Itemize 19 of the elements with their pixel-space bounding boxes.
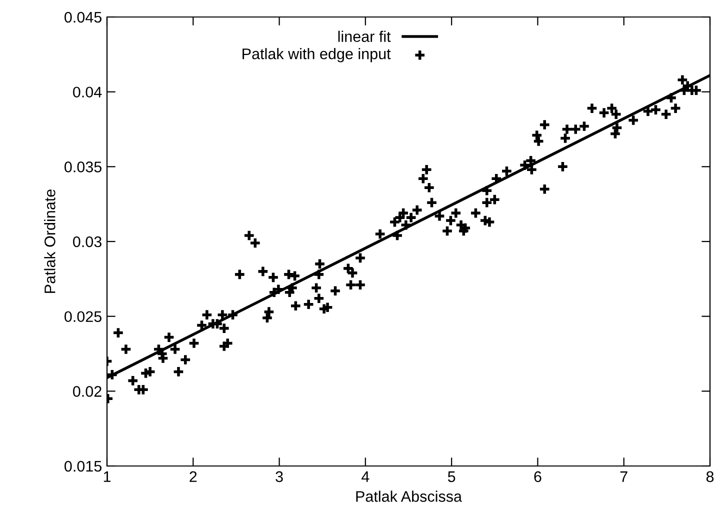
y-tick-label: 0.04 — [73, 86, 102, 98]
legend-label: Patlak with edge input — [242, 48, 391, 62]
x-tick-label: 5 — [448, 471, 456, 482]
x-tick-label: 8 — [706, 471, 714, 482]
x-tick-label: 7 — [620, 471, 628, 482]
x-tick-label: 4 — [362, 471, 370, 482]
y-tick-label: 0.035 — [64, 162, 102, 172]
x-tick-label: 1 — [104, 471, 111, 482]
legend-label: linear fit — [338, 30, 391, 42]
y-tick-label: 0.02 — [73, 386, 102, 397]
y-axis-title: Patlak Ordinate — [44, 190, 56, 293]
y-tick-label: 0.015 — [64, 460, 102, 472]
x-tick-label: 6 — [534, 471, 542, 482]
y-tick-label: 0.045 — [64, 12, 102, 23]
y-tick-label: 0.025 — [64, 311, 102, 322]
x-tick-label: 3 — [276, 471, 283, 482]
x-axis-title: Patlak Abscissa — [356, 490, 462, 502]
y-tick-label: 0.03 — [73, 236, 102, 248]
x-tick-label: 2 — [190, 471, 197, 482]
